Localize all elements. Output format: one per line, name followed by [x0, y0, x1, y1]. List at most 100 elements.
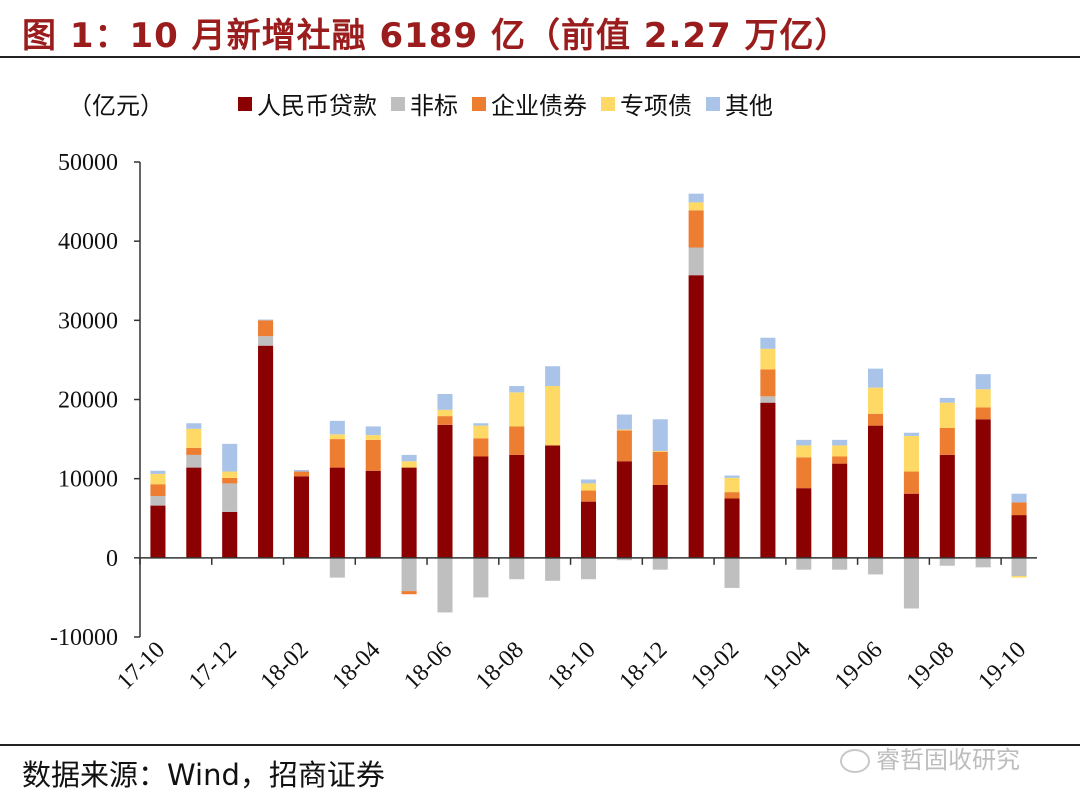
x-tick-label: 18-10 [543, 637, 601, 695]
bar-segment [760, 337, 776, 349]
bar-segment [222, 443, 238, 472]
bar-segment [975, 419, 991, 558]
bar-segment [1011, 576, 1027, 578]
bar-segment [724, 557, 740, 588]
legend-swatch [472, 96, 486, 111]
legend-swatch [391, 96, 405, 111]
bar-segment [724, 475, 740, 478]
bar-segment [150, 473, 166, 485]
bar-segment [652, 451, 668, 485]
x-tick-label: 19-08 [902, 637, 960, 695]
bar-segment [688, 202, 704, 211]
bar-segment [1011, 502, 1027, 516]
wechat-icon [840, 749, 870, 773]
legend-item: 人民币贷款 [238, 86, 377, 121]
bar-segment [401, 454, 417, 462]
source-note: 数据来源：Wind，招商证券 [22, 758, 385, 792]
bar-segment [652, 450, 668, 452]
bar-segment [975, 557, 991, 568]
bar-segment [975, 389, 991, 408]
bar-segment [832, 445, 848, 457]
legend-swatch [238, 96, 252, 111]
bar-segment [688, 275, 704, 558]
bar-segment [401, 467, 417, 558]
bar-segment [616, 461, 632, 558]
bar-segment [580, 501, 597, 558]
bar-segment [903, 435, 919, 472]
legend-label: 专项债 [620, 92, 692, 120]
bar-segment [437, 393, 453, 410]
bar-segment [580, 557, 597, 580]
bar-segment [652, 557, 668, 570]
legend-label: 非标 [410, 92, 458, 120]
x-tick-label: 19-06 [830, 637, 888, 695]
bar-segment [939, 454, 955, 558]
x-tick-label: 18-02 [256, 637, 314, 695]
bar-segment [939, 557, 955, 566]
bar-segment [580, 490, 597, 502]
bar-segment [473, 456, 489, 558]
legend: 人民币贷款 非标 企业债券 专项债 其他 [238, 86, 787, 121]
bar-segment [329, 557, 345, 578]
bar-segment [868, 368, 884, 388]
x-tick-label: 18-04 [327, 637, 385, 695]
bar-segment [975, 374, 991, 390]
bar-segment [1011, 557, 1027, 577]
bar-segment [509, 454, 525, 558]
bar-segment [437, 557, 453, 613]
x-tick-label: 17-12 [184, 637, 242, 695]
bar-segment [437, 409, 453, 417]
bar-segment [150, 470, 166, 474]
bar-segment [832, 463, 848, 558]
bar-segment [545, 386, 561, 446]
bar-segment [329, 439, 345, 468]
bar-segment [760, 348, 776, 370]
bar-segment [222, 483, 238, 512]
bar-segment [150, 496, 166, 506]
watermark-text: 睿哲固收研究 [876, 746, 1020, 774]
bar-segment [473, 557, 489, 598]
bar-segment [688, 210, 704, 248]
x-tick-label: 18-06 [399, 637, 457, 695]
bar-segment [903, 471, 919, 494]
bar-segment [616, 414, 632, 430]
bar-segment [688, 193, 704, 203]
bar-segment [868, 413, 884, 426]
bar-segment [868, 387, 884, 414]
bar-segment [150, 484, 166, 497]
x-tick-label: 17-10 [112, 637, 170, 695]
x-tick-label: 19-10 [973, 637, 1031, 695]
legend-item: 企业债券 [472, 86, 587, 121]
bar-segment [365, 426, 381, 436]
legend-item: 其他 [706, 86, 773, 121]
y-tick-label: -10000 [50, 625, 118, 651]
bar-segment [473, 425, 489, 439]
bar-segment [832, 456, 848, 464]
bar-segment [329, 420, 345, 435]
bar-segment [150, 505, 166, 558]
bar-segment [509, 386, 525, 393]
bar-segment [545, 366, 561, 387]
bar-segment [652, 419, 668, 451]
bar-segment [473, 423, 489, 426]
bar-segment [724, 492, 740, 499]
bar-segment [724, 498, 740, 558]
bar-segment [258, 319, 274, 321]
bar-segment [903, 493, 919, 558]
x-tick-label: 18-08 [471, 637, 529, 695]
legend-swatch [601, 96, 615, 111]
bar-segment [329, 467, 345, 558]
bar-segment [796, 557, 812, 570]
bar-segment [796, 488, 812, 558]
bar-segment [258, 320, 274, 337]
bar-segment [1011, 493, 1027, 503]
bar-segment [688, 247, 704, 276]
bar-segment [509, 426, 525, 455]
bar-segment [437, 416, 453, 425]
bar-segment [401, 557, 417, 592]
bar-segment [509, 557, 525, 580]
bar-segment [365, 439, 381, 471]
y-tick-label: 30000 [58, 308, 118, 334]
legend-label: 其他 [725, 92, 773, 120]
